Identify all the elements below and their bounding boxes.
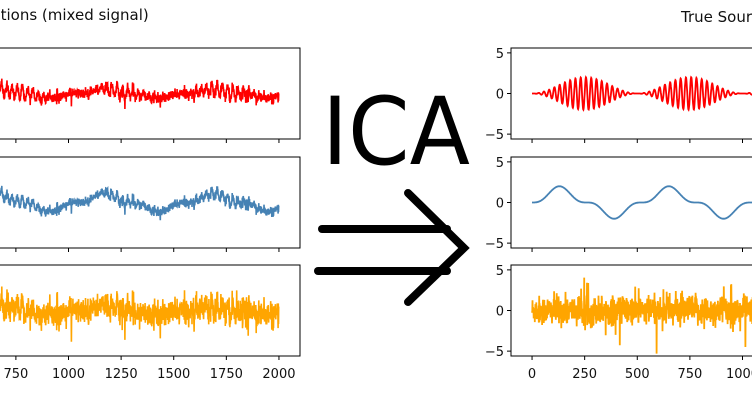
right-xtick-label-750: 750 [677, 367, 702, 382]
right-ytick-label-3--5: −5 [485, 345, 504, 360]
right-title: True Sources [680, 8, 752, 26]
left-xtick-label-1000: 1000 [52, 367, 85, 382]
right-panel-frame-2 [510, 156, 752, 249]
left-signal-line-3 [0, 286, 280, 342]
right-signal-line-2 [532, 185, 752, 220]
right-ytick-label-1-5: 5 [496, 47, 504, 62]
right-ytick-label-2--5: −5 [485, 237, 504, 252]
left-xtick-label-1750: 1750 [210, 367, 243, 382]
axes-group: 750 1000 1250 1500 1750 2000 −5 0 5 −5 0 5 0 250 500 75… [0, 47, 752, 382]
left-xtick-label-2000: 2000 [262, 367, 295, 382]
right-signal-line-3 [531, 277, 752, 354]
right-xtick-label-0: 0 [528, 367, 536, 382]
left-xtick-label-1500: 1500 [157, 367, 190, 382]
right-ytick-label-1--5: −5 [485, 128, 504, 143]
right-ytick-label-2-0: 0 [496, 197, 504, 212]
ica-label: ICA [322, 78, 470, 187]
right-ytick-label-3-0: 0 [496, 305, 504, 320]
right-xtick-label-250: 250 [572, 367, 597, 382]
arrow-head [404, 189, 470, 306]
right-xtick-label-1000: 1000 [726, 367, 752, 382]
right-ytick-label-2-5: 5 [496, 156, 504, 171]
right-ytick-label-3-5: 5 [496, 264, 504, 279]
left-signal-line-1 [0, 78, 280, 110]
left-signal-line-2 [0, 184, 280, 221]
right-xtick-label-500: 500 [625, 367, 650, 382]
left-xtick-label-750: 750 [3, 367, 28, 382]
left-xtick-label-1250: 1250 [105, 367, 138, 382]
right-ytick-label-1-0: 0 [496, 88, 504, 103]
left-title: Observations (mixed signal) [0, 6, 149, 24]
double-arrow-right-icon [314, 189, 470, 306]
right-signal-line-1 [532, 75, 752, 112]
